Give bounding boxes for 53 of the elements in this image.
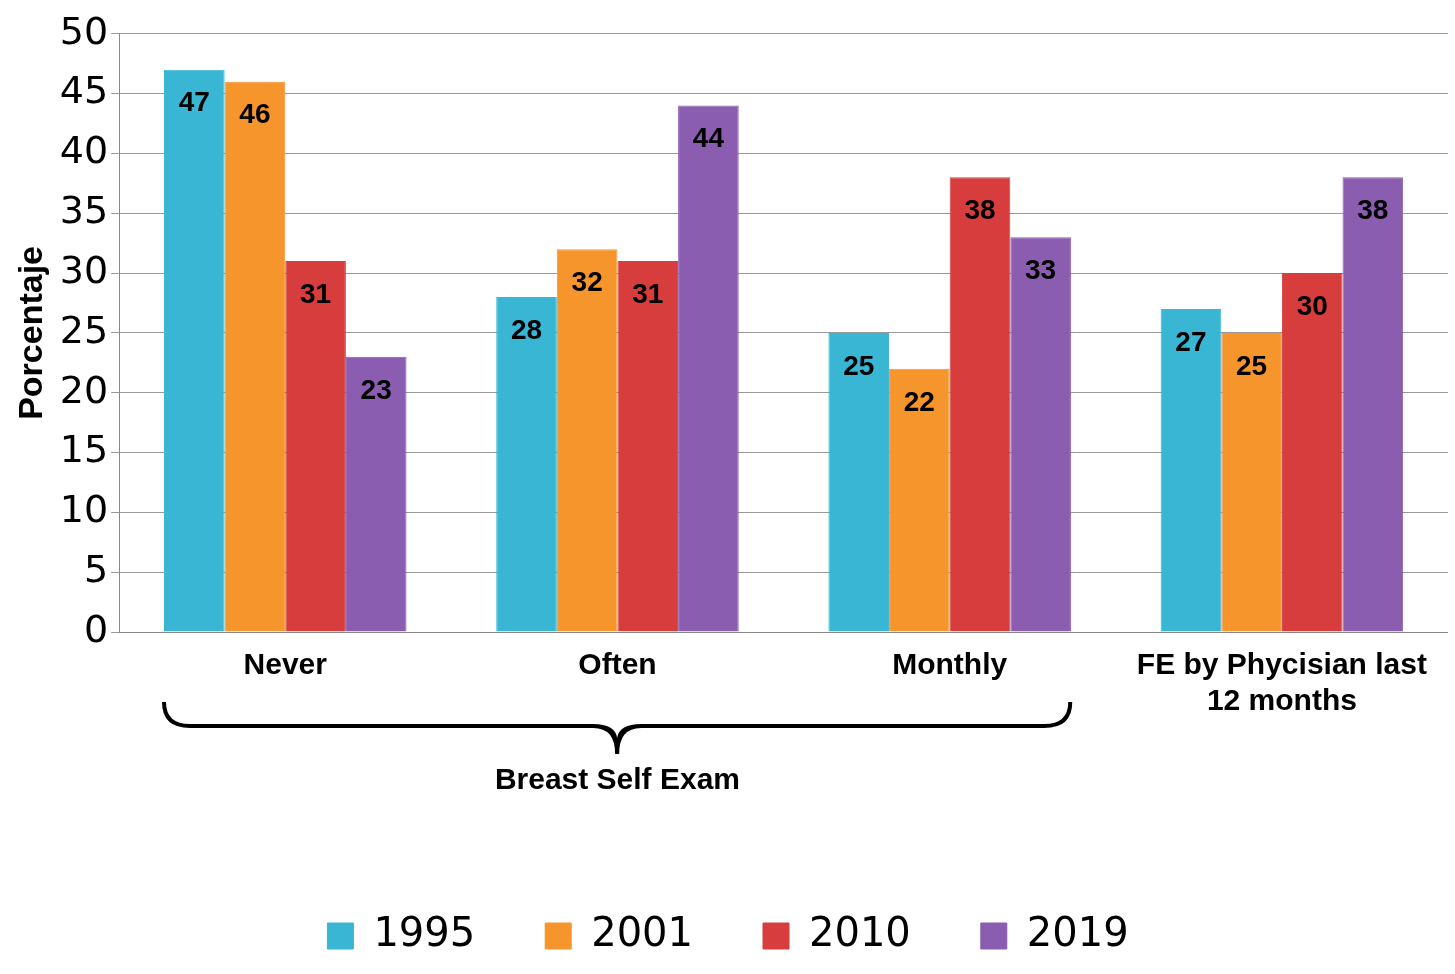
data-label: 46 <box>239 98 271 130</box>
y-axis-title: Porcentaje <box>10 245 49 420</box>
y-tick-label: 20 <box>59 367 109 412</box>
x-tick-label: Monthly <box>892 647 1008 681</box>
data-label: 22 <box>903 385 935 417</box>
data-label: 47 <box>178 86 210 118</box>
bar <box>164 69 225 632</box>
y-tick-label: 0 <box>83 606 109 651</box>
data-label: 38 <box>964 194 996 226</box>
data-label: 23 <box>360 373 392 405</box>
x-tick-label: Never <box>243 647 328 681</box>
y-tick-label: 10 <box>59 487 109 532</box>
legend-label: 1995 <box>373 909 476 956</box>
y-tick-label: 50 <box>59 8 109 53</box>
bar <box>1342 177 1404 632</box>
data-label: 30 <box>1296 289 1328 321</box>
bar <box>1281 273 1343 632</box>
bar <box>345 356 407 632</box>
y-tick-label: 30 <box>59 247 109 292</box>
bar <box>678 105 739 632</box>
legend-label: 2019 <box>1026 909 1129 956</box>
bar <box>1160 308 1222 632</box>
bar <box>828 332 890 632</box>
data-label: 38 <box>1357 194 1389 226</box>
bar <box>224 81 286 632</box>
bar <box>1221 332 1282 632</box>
x-tick-label: Often <box>578 647 657 681</box>
bar <box>1010 237 1071 632</box>
legend-label: 2010 <box>809 909 911 956</box>
bar <box>285 261 346 632</box>
text: Breast Self Exam <box>493 762 741 796</box>
y-tick-label: 45 <box>59 68 109 113</box>
data-label: 32 <box>571 265 603 297</box>
data-label: 25 <box>843 349 875 381</box>
data-label: 44 <box>692 122 725 154</box>
y-tick-label: 35 <box>59 188 109 233</box>
data-label: 25 <box>1236 349 1268 381</box>
bar <box>617 261 679 632</box>
data-label: 28 <box>510 313 543 345</box>
y-tick-label: 25 <box>59 307 109 352</box>
bar <box>949 177 1011 632</box>
bar <box>556 249 618 632</box>
data-label: 33 <box>1025 253 1057 285</box>
data-label: 31 <box>632 277 664 309</box>
x-tick-label: FE by Phycisian last 12 months <box>1136 647 1427 717</box>
y-tick-label: 5 <box>83 547 109 592</box>
bar <box>496 297 557 632</box>
y-tick-label: 15 <box>59 427 109 472</box>
legend-label: 2001 <box>591 909 693 956</box>
bar <box>889 368 950 632</box>
y-tick-label: 40 <box>59 128 109 173</box>
data-label: 31 <box>300 277 332 309</box>
data-label: 27 <box>1175 325 1207 357</box>
